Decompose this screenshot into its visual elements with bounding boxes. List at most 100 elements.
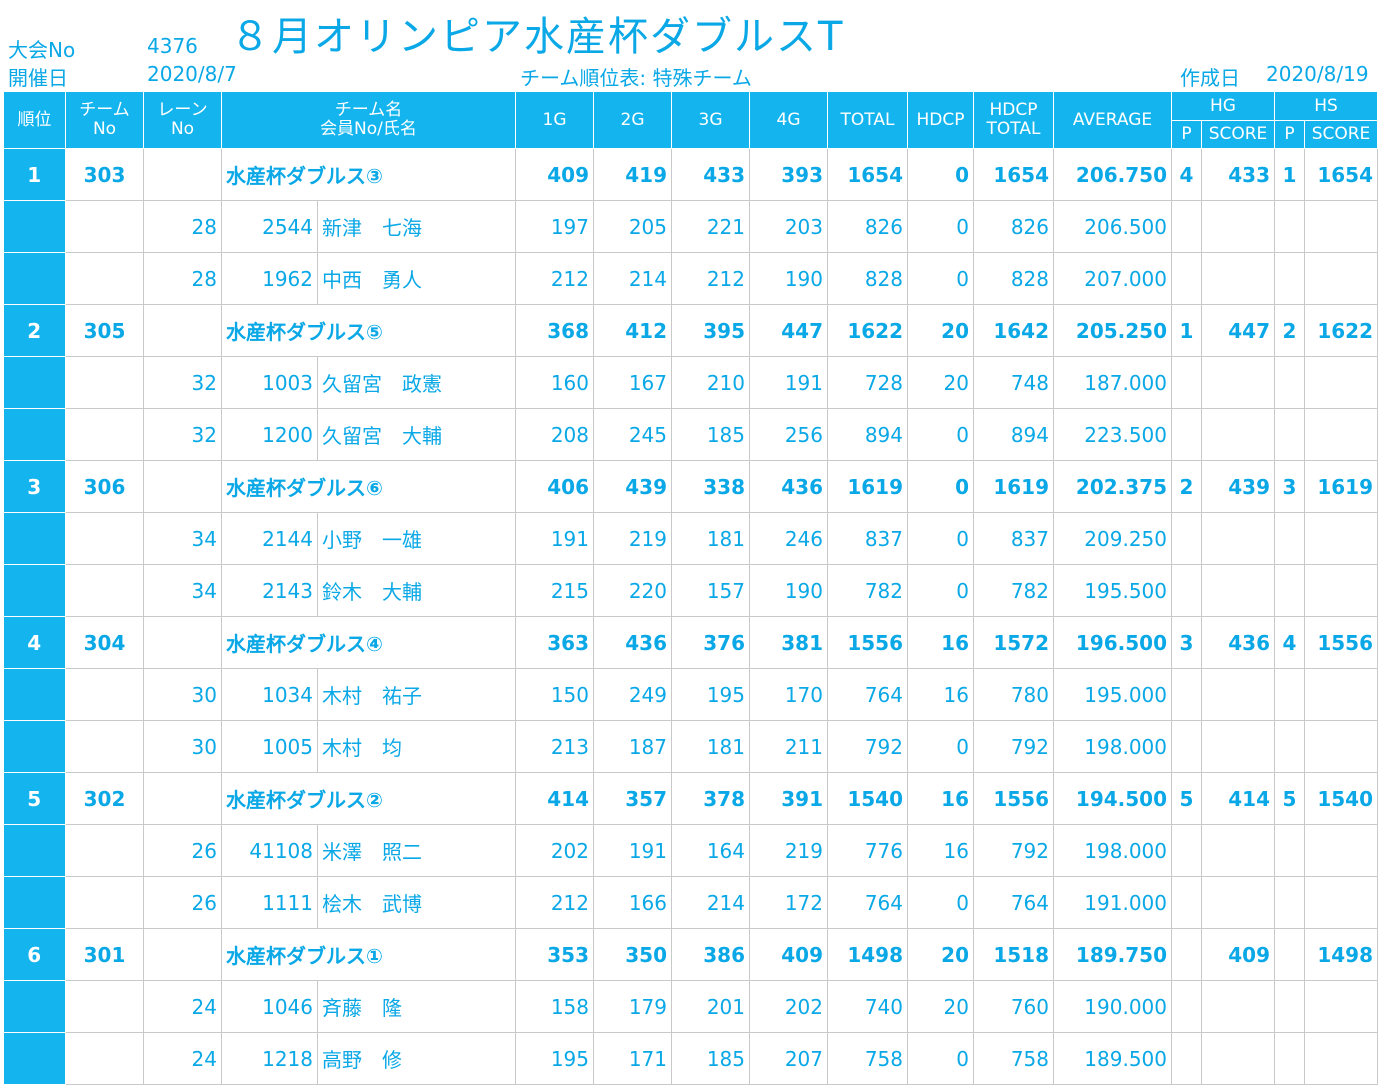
member-team-no-blank [65,720,144,773]
team-hg-p: 3 [1171,616,1202,669]
member-g2: 245 [593,408,672,461]
team-name: 水産杯ダブルス⑤ [221,304,516,357]
member-g2: 205 [593,200,672,253]
team-hg-score: 433 [1201,148,1275,201]
member-g4: 202 [749,980,828,1033]
team-g1: 406 [515,460,594,513]
team-no: 304 [65,616,144,669]
team-hdcp-total: 1654 [973,148,1054,201]
tournament-no: 4376 [147,34,198,58]
member-lane: 32 [143,408,222,461]
member-name: 新津 七海 [317,200,516,253]
member-hs-p [1274,824,1305,877]
col-total: TOTAL [827,91,908,149]
member-total: 764 [827,668,908,721]
member-g1: 160 [515,356,594,409]
member-g3: 212 [671,252,750,305]
team-hg-p: 1 [1171,304,1202,357]
team-g4: 381 [749,616,828,669]
team-average: 189.750 [1053,928,1172,981]
member-hs-score [1304,564,1378,617]
member-g4: 207 [749,1032,828,1085]
member-hdcp-total: 826 [973,200,1054,253]
member-g4: 256 [749,408,828,461]
member-no: 1962 [221,252,318,305]
member-hdcp-total: 760 [973,980,1054,1033]
team-g1: 368 [515,304,594,357]
member-lane: 30 [143,668,222,721]
member-lane: 24 [143,980,222,1033]
team-g1: 353 [515,928,594,981]
team-hs-p: 2 [1274,304,1305,357]
member-g4: 203 [749,200,828,253]
team-average: 194.500 [1053,772,1172,825]
member-hs-score [1304,720,1378,773]
member-hg-p [1171,252,1202,305]
member-average: 209.250 [1053,512,1172,565]
team-g1: 414 [515,772,594,825]
team-hdcp: 0 [907,460,974,513]
team-hg-score: 414 [1201,772,1275,825]
member-g2: 187 [593,720,672,773]
member-hs-p [1274,408,1305,461]
member-average: 207.000 [1053,252,1172,305]
member-no: 1003 [221,356,318,409]
lane-no [143,928,222,981]
team-g3: 376 [671,616,750,669]
member-average: 198.000 [1053,720,1172,773]
member-lane: 30 [143,720,222,773]
member-g2: 219 [593,512,672,565]
member-name: 木村 祐子 [317,668,516,721]
member-hdcp-total: 828 [973,252,1054,305]
team-g3: 378 [671,772,750,825]
col-hs: HS [1274,91,1378,121]
member-g4: 246 [749,512,828,565]
member-lane: 26 [143,876,222,929]
member-hdcp: 20 [907,356,974,409]
member-no: 2544 [221,200,318,253]
member-hg-p [1171,876,1202,929]
member-g1: 215 [515,564,594,617]
member-name: 小野 一雄 [317,512,516,565]
team-average: 205.250 [1053,304,1172,357]
member-g3: 157 [671,564,750,617]
member-rank-blank [3,980,66,1033]
member-team-no-blank [65,876,144,929]
member-hs-score [1304,512,1378,565]
member-hg-p [1171,824,1202,877]
member-team-no-blank [65,408,144,461]
member-hdcp-total: 748 [973,356,1054,409]
team-name: 水産杯ダブルス① [221,928,516,981]
member-row: 34 2143 鈴木 大輔 215 220 157 190 782 0 782 195.500 [3,564,1378,617]
member-rank-blank [3,356,66,409]
member-hs-p [1274,356,1305,409]
team-hg-score: 447 [1201,304,1275,357]
member-g1: 195 [515,1032,594,1085]
member-g3: 214 [671,876,750,929]
member-hg-p [1171,980,1202,1033]
col-3g: 3G [671,91,750,149]
member-hdcp-total: 837 [973,512,1054,565]
team-g2: 436 [593,616,672,669]
member-g2: 214 [593,252,672,305]
member-hg-p [1171,668,1202,721]
member-rank-blank [3,252,66,305]
tournament-no-label: 大会No [8,38,76,62]
member-g1: 202 [515,824,594,877]
team-g3: 386 [671,928,750,981]
member-hg-score [1201,356,1275,409]
team-g4: 447 [749,304,828,357]
member-lane: 24 [143,1032,222,1085]
team-hdcp-total: 1619 [973,460,1054,513]
member-g3: 185 [671,408,750,461]
member-no: 2144 [221,512,318,565]
member-hs-p [1274,876,1305,929]
member-hs-p [1274,1032,1305,1085]
lane-no [143,304,222,357]
team-g2: 412 [593,304,672,357]
lane-no [143,148,222,201]
member-g2: 220 [593,564,672,617]
member-row: 28 2544 新津 七海 197 205 221 203 826 0 826 206.500 [3,200,1378,253]
member-hdcp: 16 [907,824,974,877]
created-date: 2020/8/19 [1266,62,1369,86]
